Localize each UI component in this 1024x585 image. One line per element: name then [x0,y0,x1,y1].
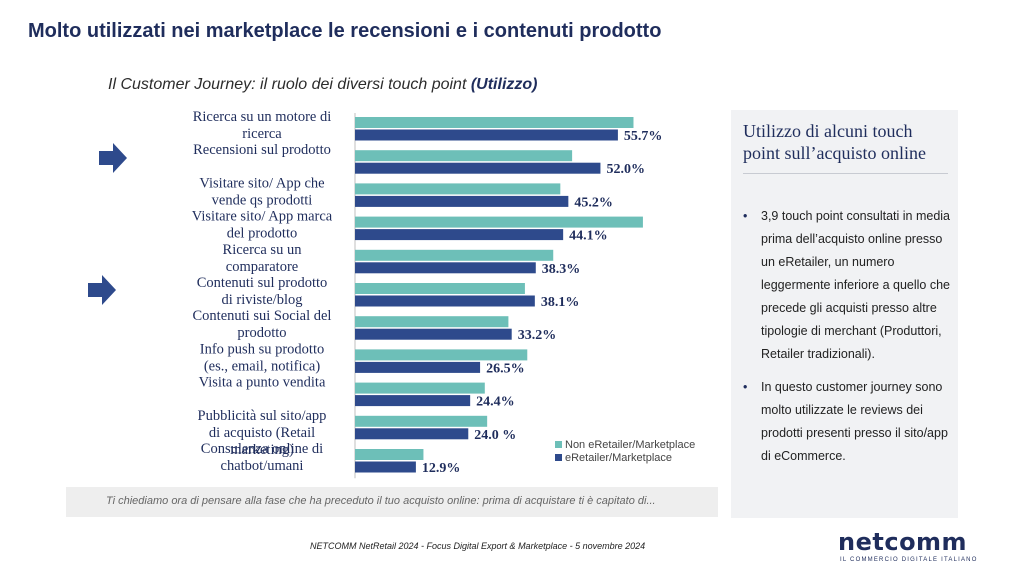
footer-text: NETCOMM NetRetail 2024 - Focus Digital E… [310,541,646,551]
data-label: 24.0 % [474,428,516,443]
logo-word: netcomm [838,528,967,556]
bar-eretailer [355,461,416,473]
logo-word-text: netcomm [838,528,968,556]
bar-non-eretailer [355,449,424,460]
data-label: 44.1% [569,229,608,244]
bar-eretailer [355,229,564,241]
subtitle-bold: (Utilizzo) [470,76,538,93]
question-text: Ti chiediamo ora di pensare alla fase ch… [106,495,656,507]
side-panel: Utilizzo di alcuni touch point sull’acqu… [731,110,958,518]
logo-tagline: IL COMMERCIO DIGITALE ITALIANO [840,557,978,563]
data-label: 26.5% [486,361,524,376]
bar-eretailer [355,262,536,274]
category-label: Visitare sito/ App marca del prodotto [192,209,333,242]
arrow-icon [99,143,127,173]
bar-eretailer [355,195,569,207]
bar-chart: Ricerca su un motore di ricerca 55.7% Recen… [192,109,695,479]
netcomm-logo: netcomm IL COMMERCIO DIGITALE ITALIANO [838,528,976,568]
bar-non-eretailer [355,349,528,361]
category-label: Visitare sito/ App che vende qs prodotti [199,175,324,208]
data-label: 38.3% [542,262,581,277]
data-label: 12.9% [422,461,461,476]
category-label: Pubblicità sul sito/app di acquisto (Reta… [198,408,327,458]
category-label: Ricerca su un motore di ricerca [193,109,332,142]
side-panel-divider [743,173,948,174]
bar-non-eretailer [355,382,485,394]
question-box: Ti chiediamo ora di pensare alla fase ch… [66,487,718,517]
category-label: Visita a punto vendita [199,375,326,391]
bar-eretailer [355,361,481,373]
bar-eretailer [355,428,469,440]
subtitle-text: Il Customer Journey: il ruolo dei divers… [108,76,471,93]
bullet-dot-icon: • [743,380,748,394]
data-label: 24.4% [476,395,514,410]
bar-eretailer [355,395,471,407]
bar-non-eretailer [355,183,561,195]
data-label: 45.2% [574,195,613,210]
category-label: Consulenza online di chatbot/umani [201,441,323,474]
category-label: Contenuti sul prodotto di riviste/blog [197,275,328,308]
category-label: Recensioni sul prodotto [193,142,331,158]
legend-entry: eRetailer/Marketplace [565,452,672,464]
category-label: Contenuti sui Social del prodotto [193,308,332,341]
page-title: Molto utilizzati nei marketplace le rece… [28,20,662,42]
bar-non-eretailer [355,117,634,128]
bar-non-eretailer [355,249,554,261]
bullet-text: In questo customer journey sono molto ut… [761,380,948,463]
legend-entry: Non eRetailer/Marketplace [565,439,695,451]
legend-swatch [555,441,562,448]
data-label: 38.1% [541,295,580,310]
bullet-text: 3,9 touch point consultati in media prim… [761,209,951,361]
bar-non-eretailer [355,316,509,328]
bar-non-eretailer [355,283,525,294]
category-label: Info push su prodotto (es., email, notifi… [200,341,324,374]
chart-subtitle: Il Customer Journey: il ruolo dei divers… [108,76,538,94]
side-panel-bullets: • 3,9 touch point consultati in media pri… [743,205,955,478]
bar-eretailer [355,295,535,307]
data-label: 33.2% [518,328,557,343]
legend-swatch [555,454,562,461]
bullet-item: • 3,9 touch point consultati in media pri… [743,205,955,366]
bar-eretailer [355,162,601,174]
side-panel-title: Utilizzo di alcuni touch point sull’acqu… [743,121,926,163]
bar-non-eretailer [355,150,573,162]
bar-non-eretailer [355,415,488,427]
bullet-item: • In questo customer journey sono molto u… [743,376,955,468]
bar-eretailer [355,129,618,141]
arrow-icon [88,275,116,305]
bar-eretailer [355,328,512,340]
category-label: Ricerca su un comparatore [223,242,303,275]
bullet-dot-icon: • [743,209,748,223]
bar-non-eretailer [355,216,643,228]
data-label: 55.7% [624,129,663,144]
data-label: 52.0% [606,162,645,177]
